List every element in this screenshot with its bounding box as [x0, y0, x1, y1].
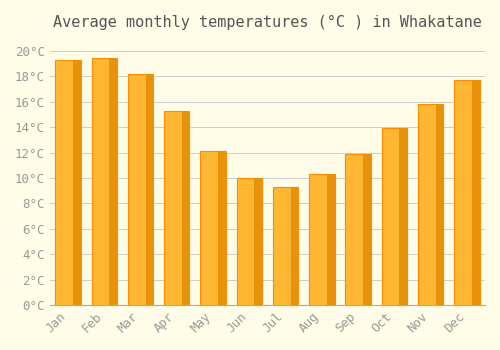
Bar [236, 178, 262, 305]
Bar [309, 174, 334, 305]
Bar [56, 60, 80, 305]
Bar [436, 104, 444, 305]
Bar [92, 58, 117, 305]
Bar [128, 74, 153, 305]
Bar [418, 104, 444, 305]
Bar [273, 187, 298, 305]
Bar [200, 151, 226, 305]
Bar [290, 187, 298, 305]
Bar [400, 128, 407, 305]
Title: Average monthly temperatures (°C ) in Whakatane: Average monthly temperatures (°C ) in Wh… [53, 15, 482, 30]
Bar [472, 80, 480, 305]
Bar [382, 128, 407, 305]
Bar [146, 74, 153, 305]
Bar [454, 80, 479, 305]
Bar [327, 174, 334, 305]
Bar [254, 178, 262, 305]
Bar [110, 58, 117, 305]
Bar [164, 111, 190, 305]
Bar [73, 60, 80, 305]
Bar [182, 111, 190, 305]
Bar [363, 154, 371, 305]
Bar [218, 151, 226, 305]
Bar [346, 154, 371, 305]
